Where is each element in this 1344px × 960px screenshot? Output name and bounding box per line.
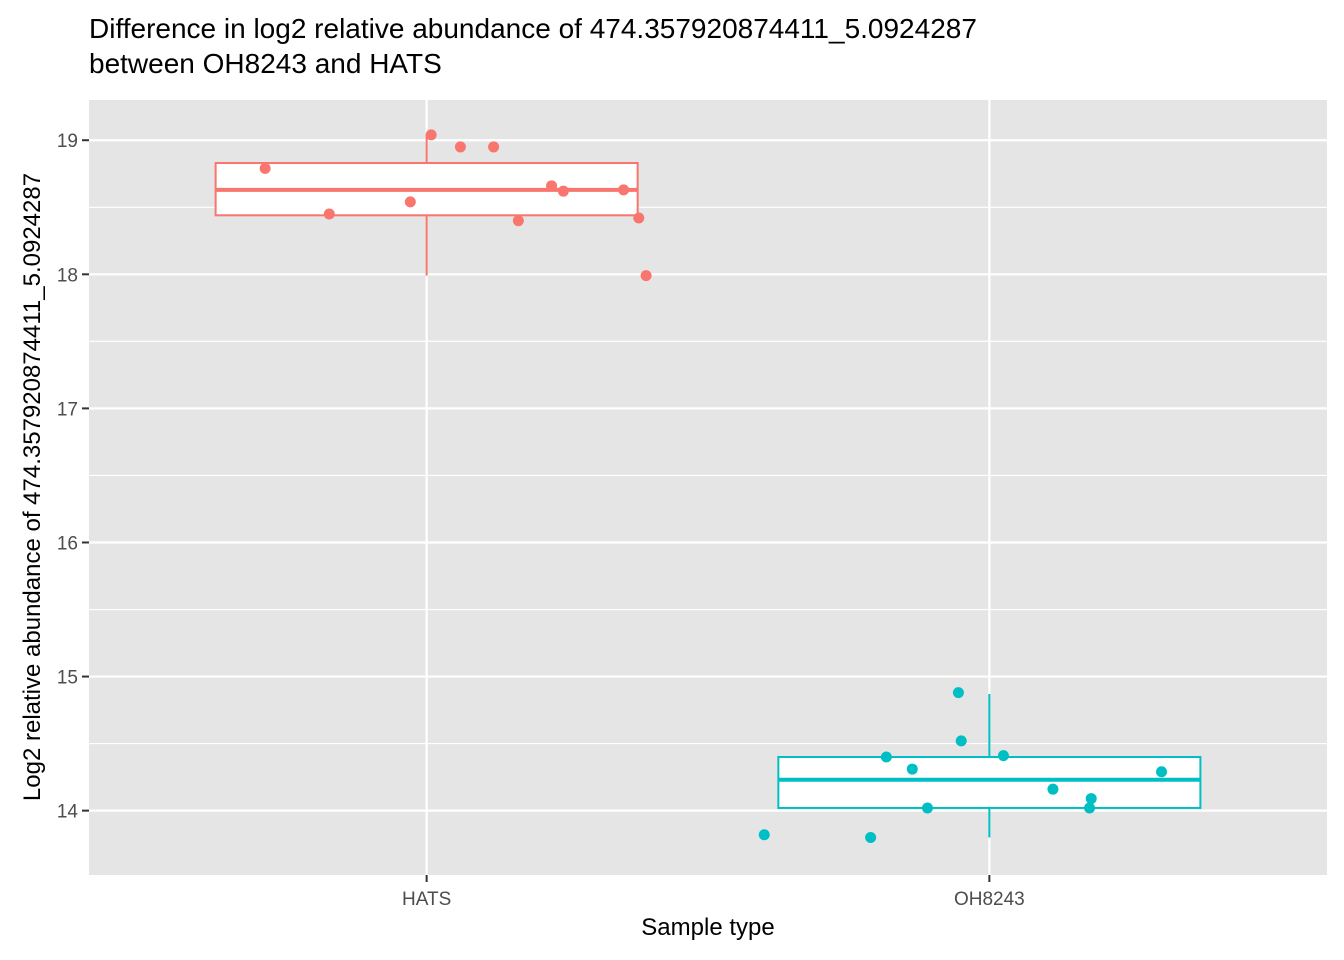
group-hats: [214, 129, 652, 282]
y-tick-label: 19: [57, 131, 78, 152]
data-point: [633, 212, 645, 224]
data-point: [906, 763, 918, 775]
data-point: [1085, 793, 1097, 805]
data-point: [640, 270, 652, 282]
plot-panel: [89, 100, 1327, 875]
data-point: [880, 751, 892, 763]
y-tick-label: 15: [57, 668, 78, 689]
y-tick-label: 17: [57, 399, 78, 420]
minor-gridlines: [89, 206, 1327, 745]
data-point: [323, 208, 335, 220]
axes: 14 15 16 17 18 19 HATS OH8243: [57, 131, 1025, 910]
iqr-box: [777, 756, 1202, 809]
y-tick-label: 18: [57, 265, 78, 286]
y-tick-label: 16: [57, 533, 78, 554]
data-marks: [214, 129, 1202, 843]
chart-title-line-2: between OH8243 and HATS: [89, 48, 442, 79]
data-point: [618, 184, 630, 196]
data-point: [997, 750, 1009, 762]
data-point: [404, 196, 416, 208]
data-point: [425, 129, 437, 141]
data-point: [1084, 802, 1096, 814]
group-oh8243: [758, 687, 1202, 843]
data-point: [1156, 766, 1168, 778]
data-point: [952, 687, 964, 699]
x-axis-label: Sample type: [641, 914, 775, 941]
data-point: [1047, 783, 1059, 795]
y-axis-label: Log2 relative abundance of 474.357920874…: [19, 172, 46, 802]
data-point: [557, 185, 569, 197]
data-point: [921, 802, 933, 814]
x-tick-label: OH8243: [954, 889, 1025, 910]
data-point: [955, 735, 967, 747]
data-point: [259, 162, 271, 174]
data-point: [454, 141, 466, 153]
chart-title-line-1: Difference in log2 relative abundance of…: [89, 13, 977, 44]
data-point: [546, 180, 558, 192]
data-point: [758, 829, 770, 841]
data-point: [865, 831, 877, 843]
x-tick-label: HATS: [402, 889, 451, 910]
y-tick-label: 14: [57, 802, 79, 823]
data-point: [488, 141, 500, 153]
data-point: [512, 215, 524, 227]
major-gridlines: [89, 100, 1327, 875]
